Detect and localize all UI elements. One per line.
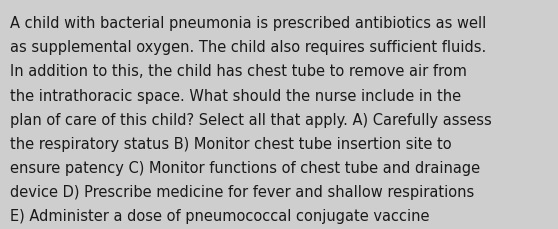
Text: E) Administer a dose of pneumococcal conjugate vaccine: E) Administer a dose of pneumococcal con…	[10, 208, 430, 223]
Text: the respiratory status B) Monitor chest tube insertion site to: the respiratory status B) Monitor chest …	[10, 136, 451, 151]
Text: In addition to this, the child has chest tube to remove air from: In addition to this, the child has chest…	[10, 64, 467, 79]
Text: A child with bacterial pneumonia is prescribed antibiotics as well: A child with bacterial pneumonia is pres…	[10, 16, 486, 31]
Text: ensure patency C) Monitor functions of chest tube and drainage: ensure patency C) Monitor functions of c…	[10, 160, 480, 175]
Text: plan of care of this child? Select all that apply. A) Carefully assess: plan of care of this child? Select all t…	[10, 112, 492, 127]
Text: the intrathoracic space. What should the nurse include in the: the intrathoracic space. What should the…	[10, 88, 461, 103]
Text: as supplemental oxygen. The child also requires sufficient fluids.: as supplemental oxygen. The child also r…	[10, 40, 486, 55]
Text: device D) Prescribe medicine for fever and shallow respirations: device D) Prescribe medicine for fever a…	[10, 184, 474, 199]
